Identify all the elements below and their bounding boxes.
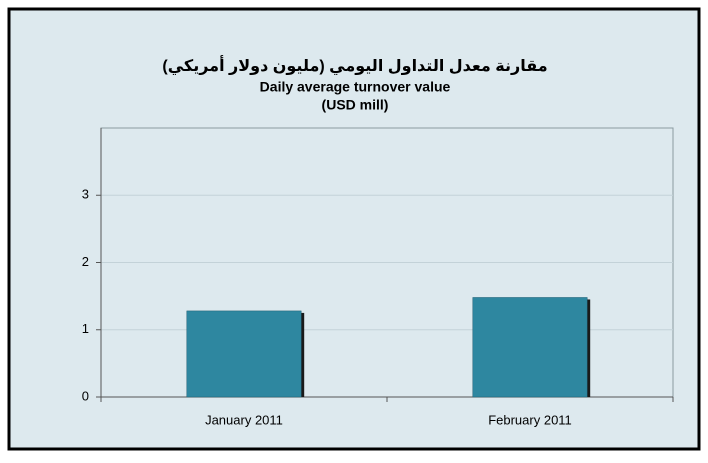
chart-title: مقارنة معدل التداول اليومي (مليون دولار … — [162, 55, 547, 76]
y-tick-label: 1 — [82, 321, 89, 336]
y-tick-label: 0 — [82, 388, 89, 403]
y-tick-label: 2 — [82, 254, 89, 269]
bar — [472, 297, 588, 398]
chart-subtitle: Daily average turnover value — [260, 79, 451, 95]
unit-label: (USD mill) — [322, 97, 389, 113]
x-tick-label: February 2011 — [488, 412, 572, 427]
bar — [186, 310, 302, 398]
x-tick-label: January 2011 — [205, 412, 283, 427]
y-tick-label: 3 — [82, 187, 89, 202]
